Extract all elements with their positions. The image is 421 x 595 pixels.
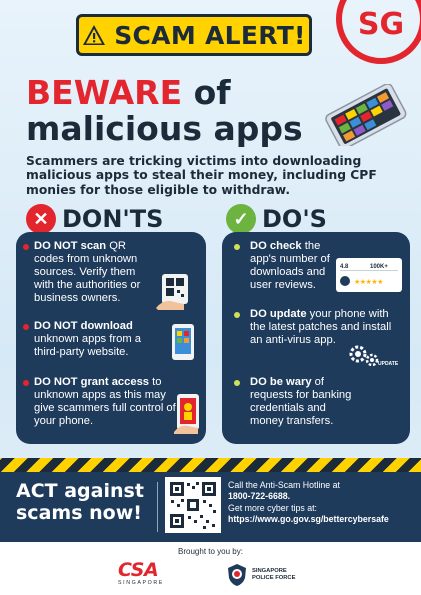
- hotline-number: 1800-722-6688.: [228, 491, 291, 502]
- do-item-rest: the app's number of downloads and user r…: [250, 240, 330, 291]
- rating-value: 4.8: [340, 264, 349, 270]
- do-item-text: DO check the app's number of downloads a…: [250, 240, 330, 292]
- bullet-icon: [234, 312, 240, 318]
- star-rating-icon: ★★★★★: [354, 279, 383, 286]
- user-avatar-icon: [340, 276, 350, 286]
- sg-logo-text: SG: [357, 7, 405, 42]
- bullet-icon: [23, 324, 29, 330]
- police-crest-icon: [228, 564, 246, 586]
- bullet-icon: [234, 244, 240, 250]
- alert-title: SCAM ALERT!: [114, 20, 306, 50]
- do-item-rest: your phone with the latest patches and i…: [250, 308, 392, 346]
- dont-item-text: DO NOT grant access to unknown apps as t…: [34, 376, 178, 428]
- app-rating-card: 4.8 100K+ ★★★★★: [336, 258, 402, 292]
- dont-item-text: DO NOT download unknown apps from a thir…: [34, 320, 164, 359]
- hazard-stripe: [0, 458, 421, 472]
- phone-hacker-icon: [174, 394, 199, 434]
- card-divider: [340, 270, 398, 271]
- bullet-icon: [23, 380, 29, 386]
- dont-item-bold: DO NOT download: [34, 320, 133, 332]
- brought-to-you-by: Brought to you by:: [178, 547, 243, 556]
- do-item-text: DO be wary of requests for banking crede…: [250, 376, 360, 428]
- downloads-value: 100K+: [370, 264, 388, 270]
- gear-icon: [349, 345, 379, 367]
- do-item-bold: DO be wary: [250, 376, 312, 388]
- csa-logo-text: CSA: [118, 559, 159, 581]
- sg-logo: SG: [336, 0, 421, 64]
- spf-logo-text: SINGAPORE POLICE FORCE: [252, 568, 295, 581]
- dont-item-bold: DO NOT grant access: [34, 376, 150, 388]
- csa-logo: CSA SINGAPORE: [118, 561, 188, 587]
- dont-item-rest: to unknown apps as this may give scammer…: [34, 376, 176, 427]
- hotline-info: Call the Anti-Scam Hotline at 1800-722-6…: [228, 480, 418, 526]
- warning-icon: [83, 25, 106, 45]
- do-item-bold: DO check: [250, 240, 302, 252]
- dos-heading-label: DO'S: [262, 205, 327, 233]
- update-label: UPDATE: [378, 361, 399, 367]
- dont-item-bold: DO NOT scan: [34, 240, 107, 252]
- headline-line2: malicious apps: [26, 109, 303, 148]
- hotline-line: Call the Anti-Scam Hotline at: [228, 480, 340, 490]
- headline-of: of: [193, 73, 231, 112]
- dos-heading: ✓ DO'S: [226, 204, 327, 234]
- csa-logo-sub: SINGAPORE: [118, 580, 164, 586]
- tips-line: Get more cyber tips at:: [228, 502, 317, 513]
- footer: [0, 542, 421, 595]
- dos-panel: DO check the app's number of downloads a…: [222, 232, 410, 444]
- spf-line1: SINGAPORE: [252, 568, 287, 575]
- dont-item-rest: unknown apps from a third-party website.: [34, 333, 141, 358]
- smartphone-apps-illustration: [325, 84, 407, 146]
- dont-item-rest: QR codes from unknown sources. Verify th…: [34, 240, 141, 304]
- donts-heading: ✕ DON'TS: [26, 204, 163, 234]
- check-icon: ✓: [226, 204, 256, 234]
- donts-panel: DO NOT scan QR codes from unknown source…: [16, 232, 206, 444]
- cross-icon: ✕: [26, 204, 56, 234]
- headline-line1: BEWARE of: [26, 75, 316, 111]
- act-against-scams-text: ACT against scams now!: [16, 480, 144, 524]
- tips-url-link[interactable]: https://www.go.gov.sg/bettercybersafe: [228, 514, 389, 525]
- spf-line2: POLICE FORCE: [252, 575, 296, 581]
- phone-download-icon: [172, 324, 194, 360]
- vertical-divider: [157, 482, 158, 532]
- qr-scan-hand-icon: [156, 274, 188, 310]
- bullet-icon: [234, 380, 240, 386]
- dont-item-text: DO NOT scan QR codes from unknown source…: [34, 240, 154, 305]
- do-item-rest: of requests for banking credentials and …: [250, 376, 352, 427]
- headline-beware: BEWARE: [26, 73, 183, 112]
- bullet-icon: [23, 244, 29, 250]
- intro-paragraph: Scammers are tricking victims into downl…: [26, 154, 377, 197]
- scam-alert-banner: SCAM ALERT!: [76, 14, 312, 56]
- spf-logo: SINGAPORE POLICE FORCE: [226, 561, 326, 589]
- headline: BEWARE of malicious apps: [26, 75, 316, 147]
- do-item-bold: DO update: [250, 308, 307, 320]
- donts-heading-label: DON'TS: [62, 205, 164, 233]
- do-item-text: DO update your phone with the latest pat…: [250, 308, 402, 347]
- qr-code[interactable]: [165, 477, 221, 533]
